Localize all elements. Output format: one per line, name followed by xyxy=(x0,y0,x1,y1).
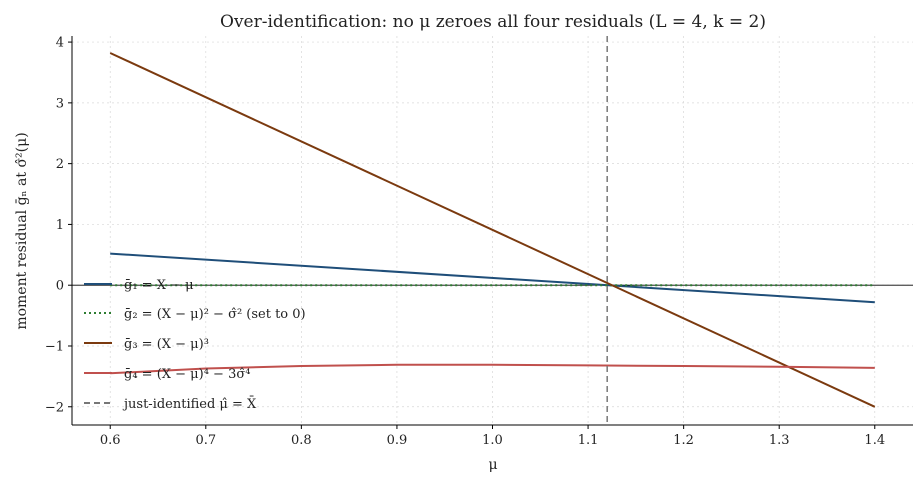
legend-label-2: ḡ₂ = (X − μ)² − σ̂² (set to 0) xyxy=(124,307,306,322)
legend: ḡ₁ = X − μ ḡ₂ = (X − μ)² − σ̂² (set to 0)… xyxy=(84,278,306,412)
series-line-3 xyxy=(109,52,876,408)
y-tick-label-1: −1 xyxy=(45,339,64,354)
legend-label-3: ḡ₃ = (X − μ)³ xyxy=(124,337,209,352)
y-ticks: −2 −1 0 1 2 3 4 xyxy=(45,36,72,415)
x-axis-label: μ xyxy=(488,457,497,473)
x-tick-label-0: 0.6 xyxy=(100,433,121,448)
legend-label-1: ḡ₁ = X − μ xyxy=(124,278,194,293)
y-tick-label-4: 2 xyxy=(56,157,64,172)
y-tick-label-6: 4 xyxy=(56,36,64,51)
series-line-1 xyxy=(110,252,875,304)
legend-label-5: just-identified μ̂ = X̄ xyxy=(122,396,257,412)
y-tick-label-5: 3 xyxy=(56,96,64,111)
x-ticks: 0.6 0.7 0.8 0.9 1.0 1.1 1.2 1.3 1.4 xyxy=(100,425,885,448)
y-tick-label-2: 0 xyxy=(56,279,64,294)
legend-label-4: ḡ₄ = (X − μ)⁴ − 3σ̂⁴ xyxy=(124,367,250,382)
x-tick-label-6: 1.2 xyxy=(673,433,694,448)
x-tick-label-8: 1.4 xyxy=(864,433,885,448)
chart-title: Over-identification: no μ zeroes all fou… xyxy=(220,12,766,32)
x-tick-label-5: 1.1 xyxy=(578,433,599,448)
x-tick-label-2: 0.8 xyxy=(291,433,312,448)
y-axis-label: moment residual ḡₙ at σ̂²(μ) xyxy=(14,132,30,329)
y-tick-label-0: −2 xyxy=(45,400,64,415)
x-tick-label-4: 1.0 xyxy=(482,433,503,448)
x-tick-label-3: 0.9 xyxy=(387,433,408,448)
series-layer xyxy=(109,52,876,408)
x-tick-label-7: 1.3 xyxy=(769,433,790,448)
y-tick-label-3: 1 xyxy=(56,218,64,233)
x-tick-label-1: 0.7 xyxy=(195,433,216,448)
series-line-4 xyxy=(110,363,875,375)
